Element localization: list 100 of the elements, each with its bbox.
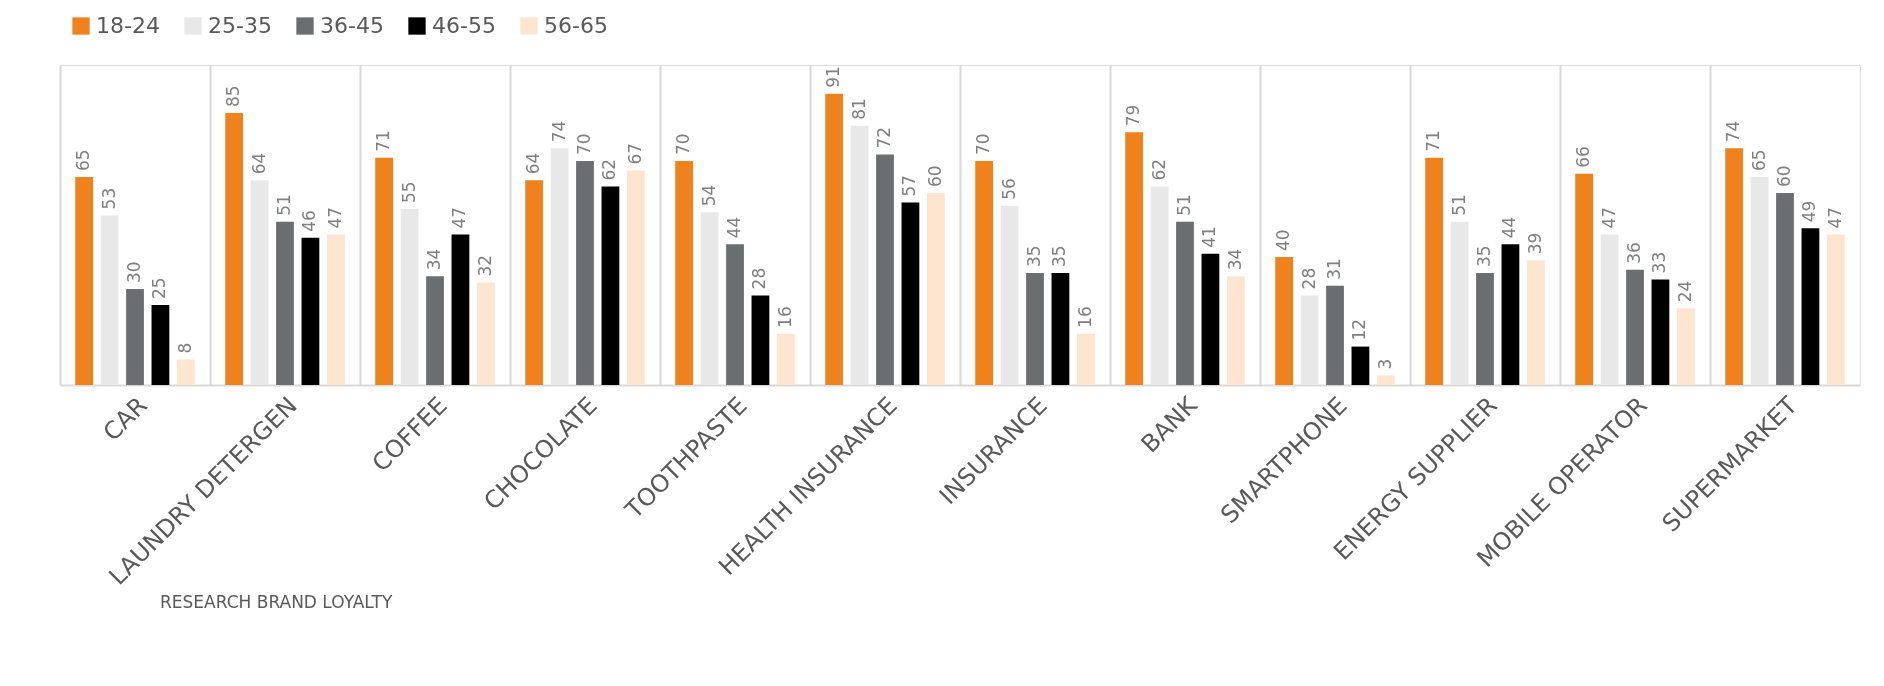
data-label: 24 [1674, 280, 1695, 303]
data-label: 56 [998, 178, 1019, 200]
bar [1176, 221, 1194, 385]
bar [75, 177, 94, 385]
data-label: 71 [373, 130, 394, 152]
bar [1651, 279, 1670, 385]
bar [426, 276, 444, 385]
data-label: 55 [398, 181, 419, 203]
data-label: 66 [1573, 146, 1594, 168]
data-label: 85 [223, 85, 244, 107]
data-label: 60 [924, 165, 945, 187]
bar [901, 202, 920, 385]
bar [1526, 260, 1545, 385]
bar [1801, 228, 1820, 385]
data-label: 47 [324, 206, 345, 229]
data-label: 35 [1049, 245, 1070, 267]
bar [1826, 234, 1845, 385]
legend-label: 46-55 [432, 13, 496, 38]
bar [1600, 234, 1619, 385]
legend-label: 36-45 [320, 13, 384, 38]
data-label: 44 [724, 216, 744, 239]
bar [825, 93, 844, 385]
bar [375, 157, 394, 385]
data-label: 67 [624, 142, 645, 165]
bar [1450, 221, 1469, 385]
data-label: 57 [899, 174, 920, 197]
data-label: 47 [1598, 206, 1619, 229]
data-label: 51 [1448, 194, 1469, 216]
data-label: 47 [449, 206, 470, 229]
bar [176, 359, 195, 385]
bar [1051, 273, 1070, 385]
bar [525, 180, 544, 385]
bar [1376, 375, 1395, 385]
text: RESEARCH BRAND LOYALTY [160, 592, 393, 613]
data-label: 30 [124, 261, 144, 283]
data-label: 64 [523, 152, 544, 175]
data-label: 60 [1774, 165, 1794, 187]
data-label: 54 [698, 184, 719, 207]
data-label: 31 [1324, 258, 1344, 280]
bar [576, 161, 594, 385]
legend-label: 25-35 [208, 13, 272, 38]
data-label: 16 [1074, 306, 1095, 328]
data-label: 71 [1423, 130, 1444, 152]
data-label: 74 [548, 120, 569, 143]
bar [126, 289, 144, 385]
bar [726, 244, 744, 385]
bar [1150, 186, 1169, 385]
data-label: 16 [774, 306, 795, 328]
data-label: 72 [874, 126, 894, 149]
bar [876, 154, 894, 385]
data-label: 49 [1799, 200, 1820, 223]
data-label: 64 [248, 152, 269, 175]
bar [1750, 177, 1769, 385]
bar [1125, 132, 1144, 385]
data-label: 53 [98, 187, 119, 210]
bar [776, 333, 795, 385]
bar [1725, 148, 1744, 385]
bar [1425, 157, 1444, 385]
data-label: 12 [1349, 318, 1370, 341]
data-label: 34 [424, 248, 444, 271]
data-label: 36 [1624, 242, 1644, 264]
data-label: 62 [1148, 158, 1169, 181]
data-label: 70 [673, 133, 694, 155]
bar [326, 234, 345, 385]
bar [1351, 346, 1370, 385]
bar [975, 161, 994, 385]
bar [1626, 269, 1644, 385]
data-label: 34 [1224, 248, 1245, 271]
bar [601, 186, 620, 385]
bar [1026, 273, 1044, 385]
bar [276, 221, 294, 385]
bar [626, 170, 645, 385]
data-label: 51 [1174, 194, 1194, 216]
data-label: 41 [1199, 226, 1220, 248]
data-label: 28 [749, 267, 770, 290]
legend-label: 56-65 [544, 13, 608, 38]
data-label: 8 [174, 342, 195, 354]
bar [225, 113, 244, 385]
bar [751, 295, 770, 385]
bar [400, 209, 419, 385]
bar [1575, 173, 1594, 385]
bar [1300, 295, 1319, 385]
data-label: 81 [848, 98, 869, 120]
data-label: 35 [1024, 245, 1044, 267]
data-label: 46 [299, 210, 320, 232]
bar [1201, 253, 1220, 385]
bar [850, 125, 869, 385]
data-label: 44 [1499, 216, 1520, 239]
bar [1000, 205, 1019, 385]
data-label: 51 [274, 194, 294, 216]
bar [1076, 333, 1095, 385]
data-label: 91 [823, 66, 844, 88]
bar [926, 193, 945, 385]
data-label: 40 [1273, 229, 1294, 251]
legend-label: 18-24 [96, 13, 160, 38]
bar [550, 148, 569, 385]
data-label: 70 [574, 133, 594, 155]
bar [1776, 193, 1794, 385]
data-label: 62 [599, 158, 620, 181]
data-label: 65 [73, 149, 94, 171]
